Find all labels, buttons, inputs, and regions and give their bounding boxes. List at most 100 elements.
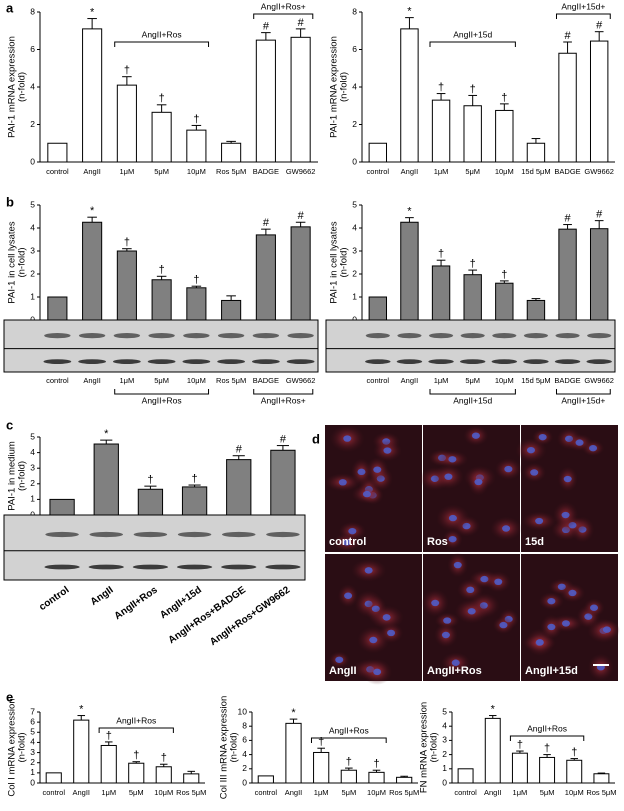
blot-band bbox=[251, 359, 280, 364]
blot-band bbox=[265, 564, 301, 570]
error-bar bbox=[295, 28, 306, 38]
bar bbox=[593, 773, 610, 784]
significance-marker: † bbox=[373, 758, 379, 770]
error-bar bbox=[405, 17, 414, 29]
bar bbox=[368, 142, 388, 163]
blot-band bbox=[523, 359, 549, 364]
nucleus bbox=[444, 473, 453, 480]
micrograph-label: AngII+15d bbox=[525, 665, 578, 677]
bar bbox=[526, 299, 546, 321]
error-bar bbox=[226, 295, 236, 301]
bar bbox=[47, 142, 68, 163]
significance-marker: # bbox=[596, 20, 603, 32]
nucleus bbox=[575, 439, 584, 446]
error-bar bbox=[317, 747, 325, 753]
nucleus bbox=[342, 539, 351, 546]
x-tick-label: 5μM bbox=[465, 167, 480, 176]
x-tick-label: 10μM bbox=[154, 788, 173, 797]
blot-band bbox=[217, 359, 246, 364]
blot-band bbox=[492, 333, 517, 339]
group-label: AngII+Ros bbox=[329, 725, 369, 735]
x-tick-label: 5μM bbox=[129, 788, 144, 797]
y-tick-label: 8 bbox=[352, 6, 357, 16]
y-tick-label: 5 bbox=[30, 727, 35, 737]
x-tick-label: 10μM bbox=[495, 167, 514, 176]
error-bar bbox=[570, 758, 578, 761]
y-axis-label: PAI-1 in cell lysates bbox=[329, 221, 340, 303]
nucleus bbox=[343, 435, 352, 442]
bar bbox=[137, 488, 164, 516]
bar bbox=[183, 773, 200, 784]
nucleus bbox=[335, 656, 344, 663]
x-tick-label: 10μM bbox=[367, 788, 386, 797]
y-axis-label: (n-fold) bbox=[339, 247, 350, 277]
error-bar bbox=[77, 715, 86, 721]
significance-marker: † bbox=[438, 248, 444, 260]
y-tick-label: 4 bbox=[352, 222, 357, 232]
error-bar bbox=[156, 104, 167, 113]
x-tick-label: 5μM bbox=[341, 788, 356, 797]
bar bbox=[340, 769, 357, 784]
y-tick-label: 5 bbox=[30, 199, 35, 209]
nucleus bbox=[494, 578, 503, 586]
nucleus bbox=[561, 620, 570, 627]
significance-marker: * bbox=[90, 6, 95, 18]
y-tick-label: 8 bbox=[242, 720, 247, 730]
nucleus bbox=[448, 514, 457, 522]
error-bar bbox=[489, 715, 497, 719]
group-bracket bbox=[429, 41, 516, 47]
significance-marker: * bbox=[79, 703, 84, 715]
blot-band bbox=[217, 333, 245, 339]
nucleus bbox=[373, 668, 382, 676]
panel-label: d bbox=[312, 431, 320, 446]
error-bar bbox=[122, 76, 132, 86]
significance-marker: † bbox=[501, 269, 507, 281]
x-tick-label: control bbox=[255, 788, 278, 797]
bar bbox=[116, 250, 137, 321]
error-bar bbox=[159, 763, 168, 767]
x-tick-label: 1μM bbox=[314, 788, 329, 797]
significance-marker: # bbox=[298, 17, 305, 29]
significance-marker: † bbox=[159, 264, 165, 276]
error-bar bbox=[191, 124, 202, 131]
significance-marker: † bbox=[438, 81, 444, 93]
y-tick-label: 0 bbox=[30, 314, 35, 324]
significance-marker: † bbox=[501, 92, 507, 104]
x-tick-label: AngII+Ros bbox=[113, 584, 160, 622]
bar bbox=[116, 84, 137, 163]
y-tick-label: 3 bbox=[30, 747, 35, 757]
significance-marker: † bbox=[147, 474, 153, 486]
bar bbox=[589, 228, 609, 321]
significance-marker: * bbox=[407, 6, 412, 18]
micrograph: AngII+15d bbox=[521, 554, 620, 681]
nucleus bbox=[467, 608, 476, 615]
group-label: AngII+Ros bbox=[142, 29, 182, 39]
blot-band bbox=[148, 333, 175, 339]
x-tick-label: control bbox=[46, 376, 69, 385]
bar bbox=[290, 36, 311, 163]
error-bar bbox=[144, 485, 157, 490]
bar bbox=[82, 28, 103, 163]
y-axis-label: (n-fold) bbox=[339, 72, 350, 102]
blot-band bbox=[286, 359, 315, 364]
significance-marker: † bbox=[346, 756, 352, 768]
significance-marker: * bbox=[407, 206, 412, 218]
bar bbox=[45, 772, 62, 784]
y-tick-label: 3 bbox=[442, 735, 447, 745]
y-tick-label: 4 bbox=[442, 720, 447, 730]
x-tick-label: GW9662 bbox=[584, 376, 614, 385]
x-tick-label: 1μM bbox=[434, 376, 449, 385]
error-bar bbox=[468, 269, 478, 275]
bar bbox=[457, 768, 474, 784]
micrograph: AngII+Ros bbox=[421, 552, 520, 681]
y-axis-label: PAI-1 in cell lysates bbox=[7, 221, 18, 303]
error-bar bbox=[295, 221, 306, 227]
bar bbox=[151, 111, 172, 163]
blot-band bbox=[397, 333, 422, 339]
blot-band bbox=[221, 531, 256, 538]
y-axis-label: (n-fold) bbox=[17, 72, 28, 102]
panel-label: e bbox=[6, 689, 13, 704]
nucleus bbox=[387, 629, 396, 637]
y-axis-label: PAI-1 mRNA expression bbox=[7, 36, 18, 138]
significance-marker: # bbox=[263, 217, 270, 229]
